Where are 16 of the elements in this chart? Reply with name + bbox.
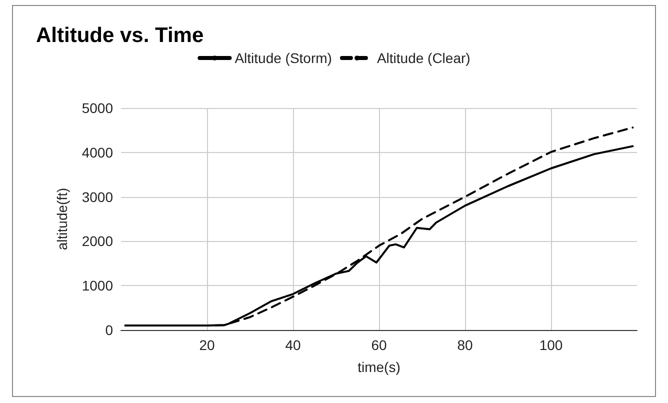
y-tick-label: 3000: [82, 188, 114, 205]
chart-title: Altitude vs. Time: [36, 24, 204, 47]
y-tick-label: 0: [105, 322, 114, 338]
x-tick-label: 100: [539, 337, 563, 353]
x-axis-title: time(s): [358, 359, 400, 375]
x-tick-label: 20: [199, 337, 215, 353]
legend-label: Altitude (Storm): [234, 50, 332, 66]
x-tick-label: 80: [457, 337, 473, 353]
y-tick-label: 5000: [82, 100, 114, 116]
x-tick-label: 60: [371, 337, 387, 353]
y-axis-title: altitude(ft): [54, 188, 70, 250]
legend-label: Altitude (Clear): [376, 50, 470, 66]
y-tick-label: 4000: [82, 144, 114, 160]
x-tick-label: 40: [285, 337, 301, 353]
y-tick-label: 2000: [82, 233, 114, 250]
y-tick-label: 1000: [82, 278, 114, 294]
